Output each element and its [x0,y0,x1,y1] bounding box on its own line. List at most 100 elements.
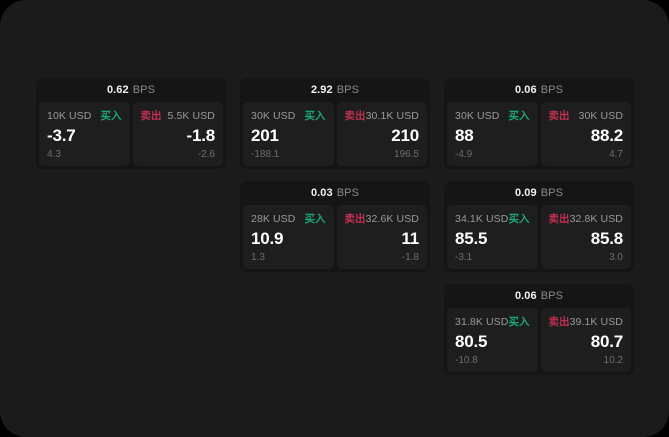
buy-panel[interactable]: 30K USD 买入 201 -188.1 [243,102,334,166]
buy-panel[interactable]: 30K USD 买入 88 -4.9 [447,102,538,166]
panel-header: 30K USD 买入 [455,109,530,123]
bps-value: 0.09 [514,187,537,199]
sell-side-label: 卖出 [548,110,570,122]
buy-price-value: 85.5 [455,229,488,248]
panel-header: 32.6K USD 卖出 [344,212,420,226]
card-bps-header: 0.09 BPS [444,181,634,205]
panel-header: 32.8K USD 卖出 [548,212,624,226]
panel-header: 34.1K USD 买入 [455,212,530,226]
card-bps-header: 0.06 BPS [444,78,634,102]
sell-size-label: 5.5K USD [167,109,215,122]
card-column: 2.92 BPS 30K USD 买入 201 -188.1 30.1K USD 卖出 210 1… [240,78,430,272]
bps-value: 0.03 [310,187,333,199]
buy-side-label: 买入 [508,213,530,225]
buy-side-label: 买入 [100,110,122,122]
sell-price-value: 210 [391,126,419,145]
quote-card-grid: 0.62 BPS 10K USD 买入 -3.7 4.3 5.5K USD 卖出 -1.8 -2.… [36,78,634,375]
buy-panel[interactable]: 28K USD 买入 10.9 1.3 [243,205,334,269]
bps-value: 2.92 [310,84,333,96]
sell-panel[interactable]: 39.1K USD 卖出 80.7 10.2 [540,308,631,372]
bps-unit-label: BPS [540,290,564,302]
buy-price-value: 88 [455,126,474,145]
buy-side-label: 买入 [304,213,326,225]
buy-delta-value: 4.3 [47,149,61,160]
panel-header: 39.1K USD 卖出 [548,315,624,329]
sell-side-label: 卖出 [548,316,570,328]
sell-side-label: 卖出 [344,110,366,122]
buy-size-label: 30K USD [455,109,500,122]
buy-panel[interactable]: 10K USD 买入 -3.7 4.3 [39,102,130,166]
panel-header: 31.8K USD 买入 [455,315,530,329]
bps-unit-label: BPS [540,187,564,199]
quote-card[interactable]: 0.09 BPS 34.1K USD 买入 85.5 -3.1 32.8K USD 卖出 85.… [444,181,634,272]
sell-side-label: 卖出 [140,110,162,122]
sell-size-label: 39.1K USD [569,315,623,328]
card-bps-header: 0.06 BPS [444,284,634,308]
quote-card[interactable]: 0.06 BPS 31.8K USD 买入 80.5 -10.8 39.1K USD 卖出 80… [444,284,634,375]
buy-side-label: 买入 [508,110,530,122]
bps-value: 0.62 [106,84,129,96]
buy-side-label: 买入 [508,316,530,328]
card-panels: 30K USD 买入 88 -4.9 30K USD 卖出 88.2 4.7 [444,102,634,169]
card-panels: 31.8K USD 买入 80.5 -10.8 39.1K USD 卖出 80.7 10.2 [444,308,634,375]
card-panels: 34.1K USD 买入 85.5 -3.1 32.8K USD 卖出 85.8 3.0 [444,205,634,272]
bps-value: 0.06 [514,84,537,96]
sell-price-value: 80.7 [590,332,623,351]
sell-size-label: 30K USD [578,109,623,122]
buy-delta-value: -188.1 [251,149,280,160]
buy-size-label: 30K USD [251,109,296,122]
sell-size-label: 32.8K USD [569,212,623,225]
buy-panel[interactable]: 31.8K USD 买入 80.5 -10.8 [447,308,538,372]
card-column: 0.06 BPS 30K USD 买入 88 -4.9 30K USD 卖出 88.2 4.7 0.… [444,78,634,375]
quote-card[interactable]: 2.92 BPS 30K USD 买入 201 -188.1 30.1K USD 卖出 210 1… [240,78,430,169]
sell-panel[interactable]: 32.8K USD 卖出 85.8 3.0 [540,205,631,269]
buy-price-value: 80.5 [455,332,488,351]
sell-price-value: 85.8 [590,229,623,248]
buy-delta-value: -4.9 [455,149,473,160]
sell-panel[interactable]: 30K USD 卖出 88.2 4.7 [540,102,631,166]
card-panels: 28K USD 买入 10.9 1.3 32.6K USD 卖出 11 -1.8 [240,205,430,272]
sell-delta-value: 4.7 [609,149,623,160]
sell-delta-value: 196.5 [393,149,419,160]
bps-unit-label: BPS [336,84,360,96]
panel-header: 30.1K USD 卖出 [344,109,420,123]
sell-price-value: 88.2 [590,126,623,145]
buy-size-label: 34.1K USD [455,212,509,225]
quote-card[interactable]: 0.03 BPS 28K USD 买入 10.9 1.3 32.6K USD 卖出 11 -1.8 [240,181,430,272]
buy-side-label: 买入 [304,110,326,122]
panel-header: 30K USD 卖出 [548,109,624,123]
card-bps-header: 2.92 BPS [240,78,430,102]
sell-price-value: -1.8 [186,126,216,145]
bps-unit-label: BPS [336,187,360,199]
panel-header: 10K USD 买入 [47,109,122,123]
buy-size-label: 10K USD [47,109,92,122]
sell-delta-value: -2.6 [197,149,215,160]
sell-panel[interactable]: 30.1K USD 卖出 210 196.5 [336,102,427,166]
card-bps-header: 0.03 BPS [240,181,430,205]
buy-size-label: 31.8K USD [455,315,509,328]
buy-price-value: 201 [251,126,279,145]
card-panels: 30K USD 买入 201 -188.1 30.1K USD 卖出 210 196.5 [240,102,430,169]
sell-delta-value: -1.8 [401,252,419,263]
quote-card[interactable]: 0.62 BPS 10K USD 买入 -3.7 4.3 5.5K USD 卖出 -1.8 -2.… [36,78,226,169]
sell-size-label: 30.1K USD [365,109,419,122]
bps-unit-label: BPS [132,84,156,96]
buy-price-value: 10.9 [251,229,284,248]
bps-value: 0.06 [514,290,537,302]
buy-size-label: 28K USD [251,212,296,225]
panel-header: 28K USD 买入 [251,212,326,226]
card-bps-header: 0.62 BPS [36,78,226,102]
buy-panel[interactable]: 34.1K USD 买入 85.5 -3.1 [447,205,538,269]
sell-side-label: 卖出 [344,213,366,225]
sell-price-value: 11 [401,229,419,248]
buy-delta-value: -10.8 [455,355,478,366]
sell-panel[interactable]: 5.5K USD 卖出 -1.8 -2.6 [132,102,223,166]
card-column: 0.62 BPS 10K USD 买入 -3.7 4.3 5.5K USD 卖出 -1.8 -2.… [36,78,226,169]
bps-unit-label: BPS [540,84,564,96]
sell-side-label: 卖出 [548,213,570,225]
panel-header: 5.5K USD 卖出 [140,109,216,123]
sell-panel[interactable]: 32.6K USD 卖出 11 -1.8 [336,205,427,269]
buy-price-value: -3.7 [47,126,76,145]
quote-card[interactable]: 0.06 BPS 30K USD 买入 88 -4.9 30K USD 卖出 88.2 4.7 [444,78,634,169]
